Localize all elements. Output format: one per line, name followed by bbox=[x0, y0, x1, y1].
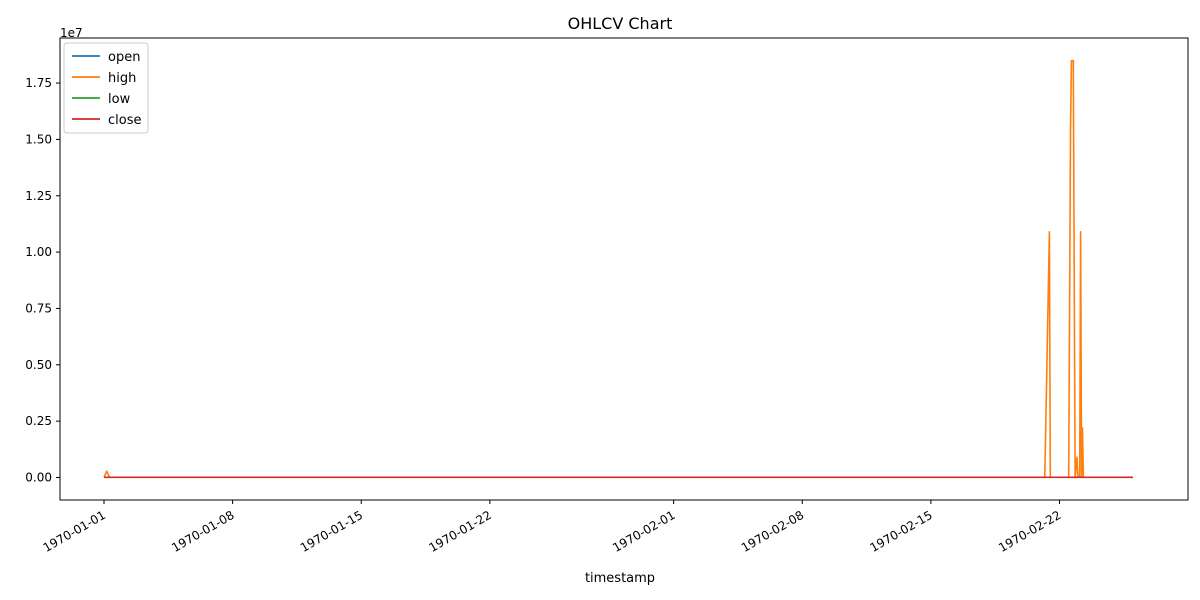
y-tick-label: 0.50 bbox=[25, 358, 52, 372]
y-tick-label: 1.50 bbox=[25, 132, 52, 146]
x-tick-label: 1970-02-08 bbox=[739, 508, 806, 555]
y-tick-label: 0.25 bbox=[25, 414, 52, 428]
x-axis-label: timestamp bbox=[585, 571, 655, 586]
chart-title: OHLCV Chart bbox=[568, 14, 673, 33]
x-axis: 1970-01-01 1970-01-08 1970-01-15 1970-01-22… bbox=[41, 500, 1064, 555]
y-offset-label: 1e7 bbox=[60, 26, 83, 40]
y-tick-label: 1.25 bbox=[25, 189, 52, 203]
x-tick-label: 1970-01-01 bbox=[41, 508, 108, 555]
x-tick-label: 1970-01-08 bbox=[169, 508, 236, 555]
legend-label-low: low bbox=[108, 92, 131, 107]
x-tick-label: 1970-02-22 bbox=[996, 508, 1063, 555]
legend-label-close: close bbox=[108, 113, 141, 128]
x-tick-label: 1970-01-22 bbox=[427, 508, 494, 555]
x-tick-label: 1970-01-15 bbox=[298, 508, 365, 555]
x-tick-label: 1970-02-15 bbox=[868, 508, 935, 555]
y-tick-label: 1.75 bbox=[25, 76, 52, 90]
x-tick-label: 1970-02-01 bbox=[610, 508, 677, 555]
series-group bbox=[103, 59, 1133, 479]
y-tick-label: 0.00 bbox=[25, 470, 52, 484]
y-tick-label: 1.00 bbox=[25, 245, 52, 259]
legend-label-high: high bbox=[108, 71, 136, 86]
y-axis: 0.00 0.25 0.50 0.75 1.00 1.25 1.50 1.75 bbox=[25, 76, 60, 484]
plot-frame bbox=[59, 37, 1189, 501]
legend: open high low close bbox=[63, 42, 149, 134]
legend-box bbox=[63, 42, 149, 134]
series-line-high bbox=[103, 59, 1133, 479]
y-tick-label: 0.75 bbox=[25, 301, 52, 315]
legend-label-open: open bbox=[108, 50, 140, 65]
